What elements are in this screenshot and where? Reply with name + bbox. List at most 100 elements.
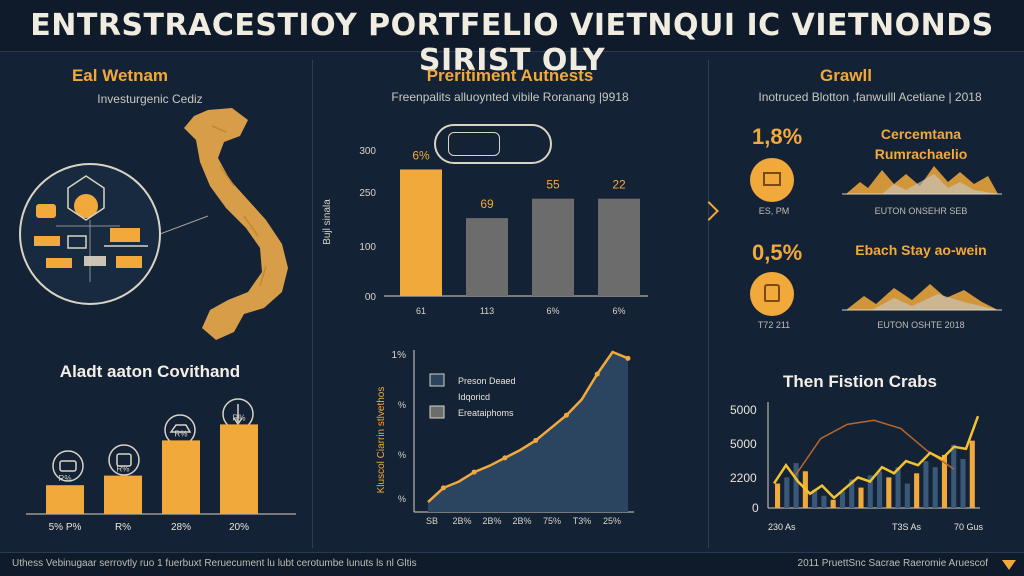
legend-item: Idqoricd — [458, 392, 490, 402]
mid-bar — [598, 198, 640, 296]
combo-ytick: 2200 — [730, 471, 757, 485]
left-bar-label: 28% — [171, 522, 191, 532]
mid-bar-data-label: 6% — [412, 148, 430, 162]
stat-sub: EUTON OSHTE 2018 — [877, 320, 965, 330]
area-xtick: 75% — [543, 516, 561, 526]
area-point — [563, 412, 569, 418]
area-fill — [428, 352, 628, 512]
footer-right-text: 2011 PruettSnc Sacrae Raeromie Aruescof — [797, 558, 988, 569]
combo-bar — [784, 477, 790, 508]
vietnam-map — [19, 108, 288, 340]
area-xtick: SB — [426, 516, 438, 526]
mid-bar — [400, 169, 442, 296]
stat-sub: EUTON ONSEHR SEB — [874, 206, 968, 216]
mid-bar — [466, 218, 508, 296]
left-bar — [162, 440, 200, 514]
page-title: ENTRSTRACESTIOY PORTFELIO VIETNQUI IC VI… — [30, 8, 994, 78]
combo-bar — [830, 499, 836, 508]
area-xtick: 2B% — [482, 516, 501, 526]
stat-value: 1,8% — [752, 124, 803, 149]
area-point — [440, 485, 446, 491]
combo-bar — [858, 487, 864, 508]
combo-bar — [914, 473, 920, 508]
toggle-pill[interactable] — [434, 124, 552, 164]
stat-title: Ebach Stay ao-wein — [855, 242, 987, 258]
area-point — [594, 371, 600, 377]
mid-bar-data-label: 22 — [612, 178, 626, 192]
left-bar — [46, 485, 84, 514]
middle-subtitle: Freenpalits alluoynted vibile Roranang |… — [391, 90, 629, 104]
combo-bar — [839, 491, 846, 508]
mid-bar-category: 61 — [416, 306, 426, 316]
left-bar-label: 20% — [229, 522, 249, 532]
mid-bar-category: 6% — [612, 306, 625, 316]
area-xtick: 2B% — [512, 516, 531, 526]
area-point — [502, 455, 508, 461]
legend-item: Preson Deaed — [458, 376, 516, 386]
right-combo-chart: 5000 5000 2200 0 230 As T3S As 70 Gus — [730, 402, 984, 532]
area-ytick: % — [398, 450, 406, 460]
area-ytick: 1% — [392, 350, 407, 361]
area-line — [427, 350, 629, 504]
left-bar-label: 5% P% — [49, 522, 82, 532]
bar-ytick: 250 — [359, 188, 376, 199]
combo-xtick: T3S As — [892, 522, 922, 532]
combo-bar — [969, 440, 975, 508]
combo-bar — [775, 483, 781, 508]
bar-ytick: 100 — [359, 242, 376, 253]
mid-bar-category: 6% — [546, 306, 559, 316]
combo-ytick: 5000 — [730, 403, 757, 417]
area-xtick: 25% — [603, 516, 621, 526]
title-bar — [0, 0, 1024, 52]
right-lower-title: Then Fistion Crabs — [783, 372, 937, 391]
combo-bar — [867, 475, 873, 508]
combo-bar — [877, 471, 883, 508]
thumbs-up-icon — [764, 284, 780, 302]
combo-bar — [793, 463, 799, 508]
left-bar-chart: R% 5% P% R% R% R% 28% R% 20% — [26, 398, 296, 533]
combo-bar — [932, 467, 938, 508]
left-bar-top-label: R% — [175, 429, 188, 438]
legend-swatch — [429, 405, 445, 419]
chevron-right-icon — [699, 201, 719, 221]
stat-icon-bg — [750, 272, 794, 316]
bar-ylabel: Bujl sinala — [322, 199, 333, 245]
combo-ytick: 5000 — [730, 437, 757, 451]
middle-area-chart: Kluscol Ciarrin stlvethos 1% % % % SB 2B%… — [376, 350, 634, 526]
combo-ytick: 0 — [752, 501, 759, 515]
middle-bar-chart: Bujl sinala 300 250 100 00 6% 61 69 113 55 6%… — [322, 146, 648, 316]
stat-caption: T72 211 — [757, 320, 791, 330]
bar-ytick: 00 — [365, 292, 377, 303]
toaster-icon — [52, 450, 84, 482]
mountain-chart — [842, 166, 1002, 195]
mid-bar — [532, 198, 574, 296]
left-bar-top-label: R% — [233, 413, 246, 422]
right-subtitle: Inotruced Blotton ,fanwulll Acetiane | 2… — [758, 90, 982, 104]
mid-bar-data-label: 69 — [480, 197, 494, 211]
divider-right — [708, 60, 709, 548]
combo-xtick: 70 Gus — [954, 522, 984, 532]
left-lower-title: Aladt aaton Covithand — [59, 362, 241, 381]
combo-bar — [951, 444, 957, 508]
robot-icon — [108, 444, 140, 476]
left-bar — [104, 475, 142, 514]
bar-ytick: 300 — [359, 146, 376, 157]
combo-bar — [886, 477, 892, 508]
right-title: Grawll — [820, 66, 872, 85]
area-ytick: % — [398, 400, 406, 410]
area-point — [471, 469, 477, 475]
stat-icon-bg — [750, 158, 794, 202]
mid-bar-data-label: 55 — [546, 178, 560, 192]
left-bar — [220, 424, 258, 514]
combo-bar — [895, 467, 901, 508]
combo-accent-line — [793, 419, 955, 478]
stat-value: 0,5% — [752, 240, 803, 265]
area-xtick: 2B% — [452, 516, 471, 526]
left-bar-area: R% 5% P% R% R% R% 28% R% 20% — [26, 392, 296, 533]
area-ylabel: Kluscol Ciarrin stlvethos — [376, 387, 387, 494]
area-point — [533, 437, 539, 443]
mountain-chart — [842, 284, 1002, 311]
stat-caption: ES, PM — [758, 206, 790, 216]
box-icon — [763, 172, 781, 186]
left-subtitle: Investurgenic Cediz — [97, 92, 203, 106]
